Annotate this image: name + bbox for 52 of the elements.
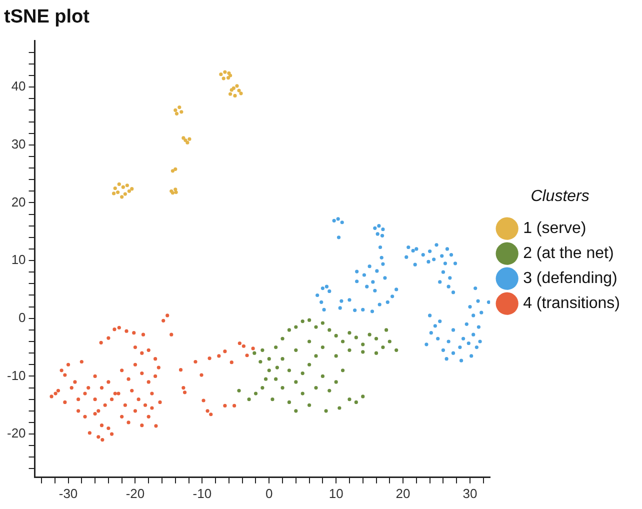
point xyxy=(125,184,129,188)
point xyxy=(116,190,120,194)
point xyxy=(174,112,179,116)
point xyxy=(239,92,243,96)
point xyxy=(223,70,227,74)
point xyxy=(113,186,117,190)
point xyxy=(228,74,232,78)
point xyxy=(123,192,127,196)
point xyxy=(237,88,241,92)
point xyxy=(174,167,178,171)
x-tick-label: 0 xyxy=(266,486,273,501)
point xyxy=(235,84,239,88)
y-tick-label: -20 xyxy=(6,426,26,441)
x-tick-label: -20 xyxy=(126,486,145,501)
point xyxy=(226,76,230,80)
y-tick-label: 10 xyxy=(11,252,26,268)
legend-title: Clusters xyxy=(530,188,590,205)
point xyxy=(186,140,190,144)
point xyxy=(174,190,178,194)
legend-label: 2 (at the net) xyxy=(523,245,614,262)
point xyxy=(112,192,116,196)
point xyxy=(178,106,182,110)
y-tick-label: 40 xyxy=(11,78,26,94)
point xyxy=(130,187,134,191)
y-tick-label: -10 xyxy=(6,368,26,383)
y-tick-label: 20 xyxy=(11,194,26,210)
x-tick-label: -30 xyxy=(58,486,78,501)
y-tick-label: 0 xyxy=(18,310,26,325)
x-tick-label: 10 xyxy=(328,486,344,501)
x-tick-label: 20 xyxy=(396,486,410,501)
point xyxy=(182,136,186,140)
point xyxy=(222,76,226,80)
point xyxy=(219,72,223,76)
chart-title: tSNE plot xyxy=(4,6,90,28)
x-tick-label: 30 xyxy=(462,486,478,501)
point xyxy=(170,169,175,173)
point xyxy=(120,195,124,199)
point xyxy=(117,182,121,186)
point xyxy=(174,188,178,192)
x-tick-label: -10 xyxy=(192,486,212,501)
point xyxy=(121,185,125,189)
point xyxy=(180,110,184,114)
point xyxy=(127,189,131,193)
legend-label: 3 (defending) xyxy=(523,270,618,288)
point xyxy=(188,137,192,141)
legend-label: 1 (serve) xyxy=(523,220,586,238)
point xyxy=(184,138,188,142)
y-tick-label: 30 xyxy=(11,136,26,152)
point xyxy=(174,108,178,112)
legend-label: 4 (transitions) xyxy=(523,295,620,312)
point xyxy=(233,94,237,98)
point xyxy=(228,92,232,96)
